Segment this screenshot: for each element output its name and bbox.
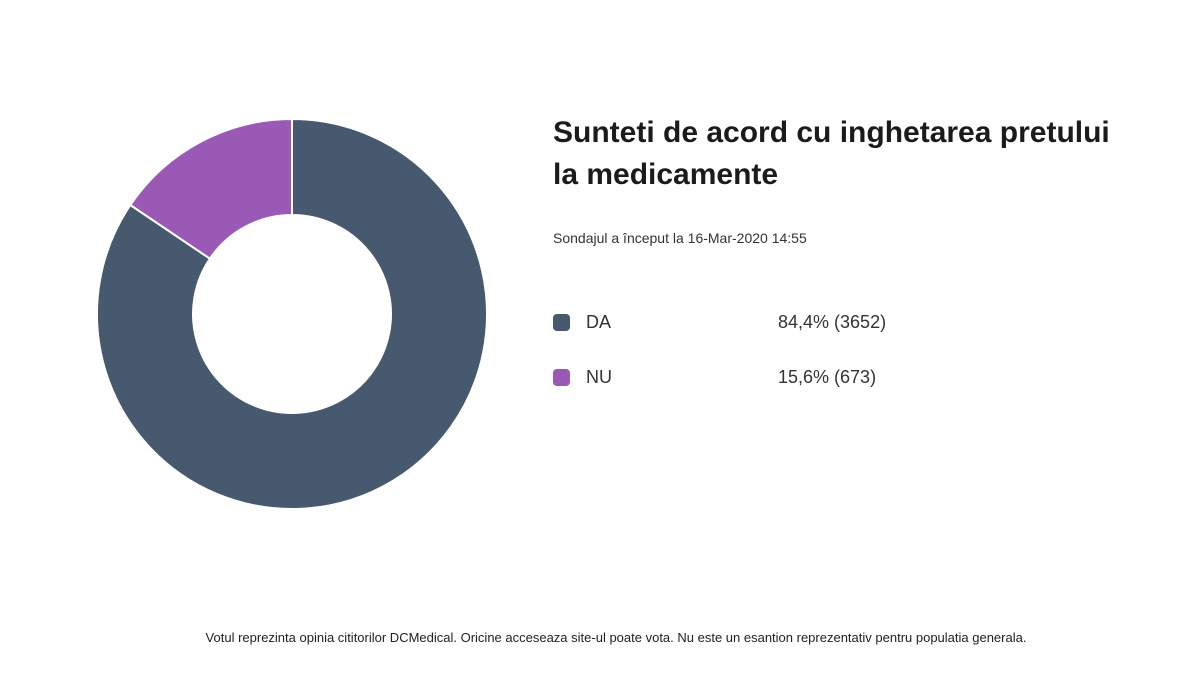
legend-item-nu[interactable]: NU 15,6% (673) (553, 365, 973, 393)
poll-title: Sunteti de acord cu inghetarea pretului … (553, 116, 1110, 191)
disclaimer-footer: Votul reprezinta opinia cititorilor DCMe… (205, 630, 1027, 645)
legend-label-da: DA (586, 312, 612, 332)
legend-value-nu: 15,6% (673) (778, 367, 877, 387)
legend-label-nu: NU (586, 367, 612, 387)
donut-chart (96, 117, 488, 510)
legend-item-da[interactable]: DA 84,4% (3652) (553, 310, 973, 338)
legend-value-da: 84,4% (3652) (778, 312, 887, 332)
donut-slice-da[interactable] (96, 117, 488, 510)
legend-swatch-da (553, 314, 570, 331)
donut-slice-nu[interactable] (128, 117, 293, 261)
legend-swatch-nu (553, 369, 570, 386)
poll-start-date: Sondajul a început la 16-Mar-2020 14:55 (553, 230, 807, 246)
legend: DA 84,4% (3652) NU 15,6% (673) (553, 310, 973, 420)
